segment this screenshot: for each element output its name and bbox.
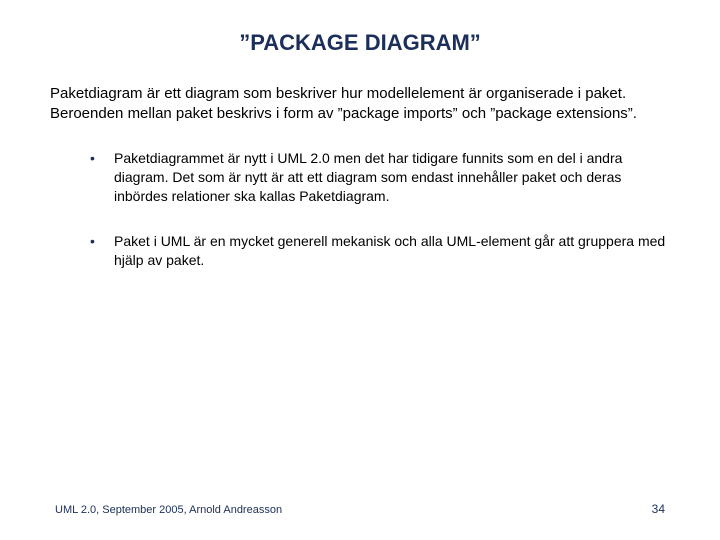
list-item: Paketdiagrammet är nytt i UML 2.0 men de… — [90, 149, 670, 206]
bullet-list: Paketdiagrammet är nytt i UML 2.0 men de… — [50, 149, 670, 269]
slide-title: ”PACKAGE DIAGRAM” — [50, 30, 670, 56]
page-number: 34 — [652, 502, 665, 516]
intro-paragraph: Paketdiagram är ett diagram som beskrive… — [50, 84, 670, 123]
slide: ”PACKAGE DIAGRAM” Paketdiagram är ett di… — [0, 0, 720, 540]
footer-text: UML 2.0, September 2005, Arnold Andreass… — [55, 504, 282, 516]
list-item: Paket i UML är en mycket generell mekani… — [90, 232, 670, 270]
